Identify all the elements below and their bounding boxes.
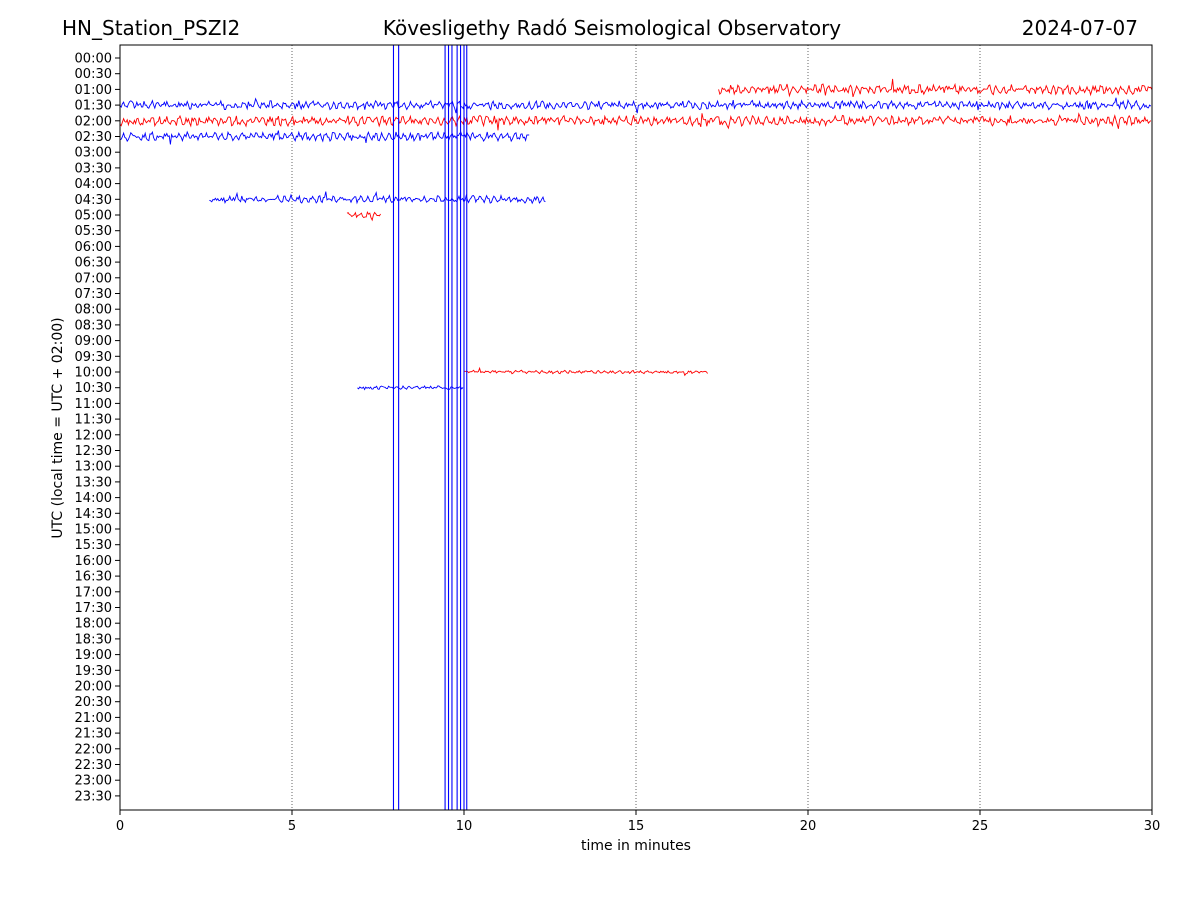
x-tick-label: 25 [972,819,989,834]
y-tick-label: 02:30 [75,130,112,145]
y-tick-label: 16:00 [75,554,112,569]
station-name: HN_Station_PSZI2 [62,16,240,40]
y-tick-label: 23:00 [75,774,112,789]
y-tick-label: 07:00 [75,271,112,286]
y-tick-label: 04:00 [75,177,112,192]
y-tick-label: 14:30 [75,507,112,522]
y-tick-label: 12:00 [75,428,112,443]
y-tick-label: 17:30 [75,601,112,616]
y-tick-label: 15:30 [75,538,112,553]
trace-line [346,211,381,222]
y-tick-label: 09:00 [75,334,112,349]
grid-lines [291,45,981,810]
y-tick-label: 08:00 [75,303,112,318]
y-tick-label: 00:00 [75,52,112,67]
x-tick-label: 5 [288,819,296,834]
y-tick-label: 06:30 [75,256,112,271]
y-tick-label: 21:00 [75,711,112,726]
y-tick-label: 10:30 [75,381,112,396]
y-tick-label: 15:00 [75,523,112,538]
y-axis: 00:0000:3001:0001:3002:0002:3003:0003:30… [75,52,120,804]
y-tick-label: 13:30 [75,475,112,490]
y-tick-label: 11:30 [75,413,112,428]
y-tick-label: 07:30 [75,287,112,302]
x-tick-label: 0 [116,819,124,834]
y-tick-label: 03:30 [75,161,112,176]
y-tick-label: 16:30 [75,570,112,585]
y-tick-label: 06:00 [75,240,112,255]
x-axis-label: time in minutes [581,838,691,854]
y-tick-label: 11:00 [75,397,112,412]
y-tick-label: 05:30 [75,224,112,239]
y-tick-label: 18:00 [75,617,112,632]
y-tick-label: 03:00 [75,146,112,161]
y-tick-label: 17:00 [75,585,112,600]
y-tick-label: 19:30 [75,664,112,679]
y-tick-label: 01:30 [75,99,112,114]
y-axis-label: UTC (local time = UTC + 02:00) [50,317,66,538]
trace-line [120,112,1152,131]
trace-line [120,130,530,145]
y-tick-label: 21:30 [75,727,112,742]
y-tick-label: 20:00 [75,680,112,695]
observatory-title: Kövesligethy Radó Seismological Observat… [383,16,841,40]
y-tick-label: 09:30 [75,350,112,365]
y-tick-label: 02:00 [75,114,112,129]
y-tick-label: 08:30 [75,318,112,333]
y-tick-label: 23:30 [75,789,112,804]
y-tick-label: 22:30 [75,758,112,773]
trace-line [464,366,708,377]
x-axis: 0 5 10 15 20 25 30 [116,810,1160,834]
y-tick-label: 10:00 [75,366,112,381]
y-tick-label: 22:00 [75,742,112,757]
y-tick-label: 04:30 [75,193,112,208]
y-tick-label: 14:00 [75,491,112,506]
x-tick-label: 30 [1144,819,1161,834]
plot-area [120,45,1152,810]
trace-line [209,190,546,205]
seismic-traces [120,45,1152,810]
y-tick-label: 12:30 [75,444,112,459]
trace-line [120,97,1152,114]
y-tick-label: 18:30 [75,632,112,647]
y-tick-label: 20:30 [75,695,112,710]
y-tick-label: 13:00 [75,460,112,475]
y-tick-label: 01:00 [75,83,112,98]
y-tick-label: 19:00 [75,648,112,663]
y-tick-label: 00:30 [75,67,112,82]
trace-line [718,78,1152,98]
x-tick-label: 10 [456,819,473,834]
trace-line [357,385,464,391]
x-tick-label: 15 [628,819,645,834]
chart-date: 2024-07-07 [1022,16,1138,40]
x-tick-label: 20 [800,819,817,834]
y-tick-label: 05:00 [75,209,112,224]
